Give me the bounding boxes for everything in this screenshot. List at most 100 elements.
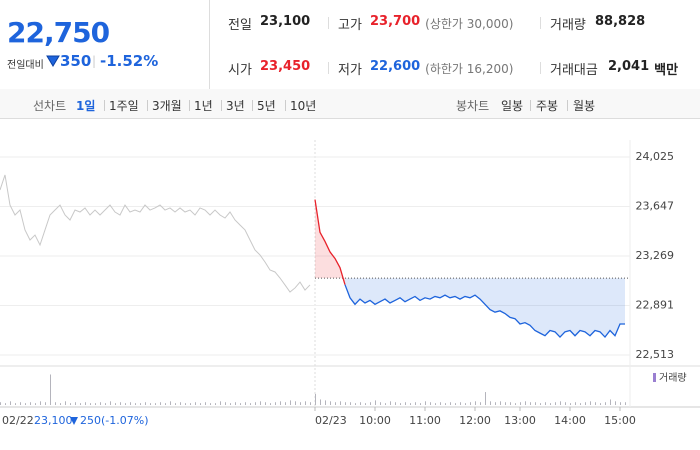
volume-bar <box>160 402 161 405</box>
tab[interactable]: 3개월 <box>152 99 182 113</box>
tab-sep <box>189 100 190 111</box>
volume-bar <box>340 401 341 405</box>
volume-bar <box>445 403 446 405</box>
volume-bar <box>620 402 621 405</box>
volume-bar <box>130 402 131 405</box>
stat-label: 거래대금 <box>550 63 598 78</box>
volume-bar <box>15 403 16 405</box>
volume-bar <box>280 401 281 405</box>
volume-bar <box>555 402 556 405</box>
tab[interactable]: 5년 <box>257 99 276 113</box>
volume-bar <box>355 403 356 405</box>
volume-bar <box>145 402 146 405</box>
volume-bar <box>140 403 141 405</box>
volume-bar <box>255 402 256 405</box>
stat-value: 22,600 <box>370 59 421 74</box>
tab[interactable]: 일봉 <box>501 99 524 113</box>
volume-bar <box>40 401 41 405</box>
volume-bar <box>275 402 276 405</box>
volume-bar <box>75 402 76 405</box>
volume-legend-swatch <box>653 373 656 382</box>
volume-bar <box>95 403 96 405</box>
volume-bar <box>225 402 226 405</box>
tab[interactable]: 1주일 <box>109 99 139 113</box>
price-line-up <box>314 199 346 285</box>
volume-bar <box>55 402 56 405</box>
volume-bar <box>30 402 31 405</box>
volume-bar <box>535 402 536 405</box>
footer-change-pct: (-1.07%) <box>101 414 149 427</box>
y-tick-label: 22,891 <box>636 299 675 312</box>
volume-bar <box>410 403 411 405</box>
volume-bar <box>65 401 66 405</box>
volume-bar <box>305 401 306 405</box>
volume-bar <box>70 403 71 405</box>
x-tick-label: 13:00 <box>504 414 536 427</box>
stat-value: 2,041 <box>608 59 650 74</box>
volume-bar <box>345 402 346 405</box>
volume-bar <box>190 403 191 405</box>
volume-bar <box>285 402 286 405</box>
volume-bar <box>625 402 626 405</box>
volume-bar <box>230 403 231 405</box>
tab[interactable]: 월봉 <box>573 99 596 113</box>
volume-bar <box>210 403 211 405</box>
volume-bar <box>100 402 101 405</box>
volume-bar <box>165 403 166 405</box>
tab-sep <box>530 100 531 111</box>
volume-bar <box>595 402 596 405</box>
volume-bar <box>330 401 331 405</box>
stat-value: 23,700 <box>370 14 421 29</box>
stat-label: 저가 <box>338 63 362 78</box>
volume-bar <box>35 403 36 405</box>
volume-bar <box>5 403 6 405</box>
tab-sep <box>252 100 253 111</box>
x-tick-label: 02/23 <box>315 414 347 427</box>
volume-bar <box>440 402 441 405</box>
volume-bar <box>550 403 551 405</box>
stat-value: 88,828 <box>595 14 646 29</box>
volume-bar <box>20 402 21 405</box>
tab[interactable]: 3년 <box>226 99 245 113</box>
volume-bar <box>480 402 481 405</box>
tab-sep <box>567 100 568 111</box>
tab-sep <box>221 100 222 111</box>
volume-bar <box>580 403 581 405</box>
volume-bar <box>520 402 521 405</box>
volume-bar <box>450 402 451 405</box>
volume-bar <box>465 403 466 405</box>
volume-bar <box>395 402 396 405</box>
tab[interactable]: 1일 <box>76 99 96 113</box>
volume-bar <box>545 402 546 405</box>
volume-bar <box>175 403 176 405</box>
volume-bar <box>320 399 321 405</box>
volume-bar <box>315 393 316 405</box>
x-tick-label: 15:00 <box>604 414 636 427</box>
volume-bar <box>490 401 491 405</box>
y-tick-label: 22,513 <box>636 348 675 361</box>
volume-bar <box>245 402 246 405</box>
volume-bar <box>610 399 611 405</box>
tab-sep <box>147 100 148 111</box>
volume-bar <box>350 402 351 405</box>
volume-bar <box>10 401 11 405</box>
volume-bar <box>270 403 271 405</box>
volume-bar <box>360 402 361 405</box>
volume-bar <box>115 403 116 405</box>
volume-bar <box>45 402 46 405</box>
tab[interactable]: 주봉 <box>536 99 559 113</box>
volume-bar <box>390 401 391 405</box>
tab[interactable]: 1년 <box>194 99 213 113</box>
tab-group-label: 봉차트 <box>456 99 490 113</box>
volume-bar <box>600 403 601 405</box>
volume-bar <box>560 401 561 405</box>
volume-bar <box>590 401 591 405</box>
change-label: 전일대비 <box>7 60 44 71</box>
stat-divider <box>540 62 541 74</box>
stat-label: 고가 <box>338 18 362 33</box>
volume-bar <box>435 403 436 405</box>
volume-bar <box>510 402 511 405</box>
tab[interactable]: 10년 <box>290 99 317 113</box>
volume-bar <box>250 403 251 405</box>
